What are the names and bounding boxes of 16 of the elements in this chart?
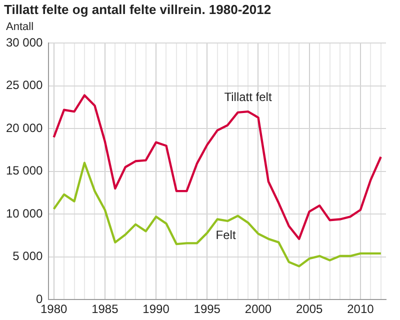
x-tick-label: 2005 [296, 302, 324, 316]
series-label: Tillatt felt [224, 90, 272, 104]
series-label: Felt [216, 228, 236, 242]
x-tick-label: 1995 [194, 302, 221, 316]
y-tick-label: 15 000 [6, 164, 44, 178]
y-tick-label: 30 000 [6, 36, 44, 50]
y-axis-title: Antall [6, 21, 34, 33]
x-tick-label: 2000 [244, 302, 272, 316]
chart-title: Tillatt felte og antall felte villrein. 1980-2012 [4, 2, 272, 17]
x-tick-label: 1985 [92, 302, 119, 316]
x-tick-label: 2010 [347, 302, 374, 316]
x-tick-label: 1990 [142, 302, 170, 316]
y-tick-label: 10 000 [6, 206, 44, 220]
y-tick-label: 25 000 [6, 78, 44, 92]
y-tick-label: 20 000 [6, 120, 44, 135]
y-tick-label: 5 000 [12, 249, 44, 264]
